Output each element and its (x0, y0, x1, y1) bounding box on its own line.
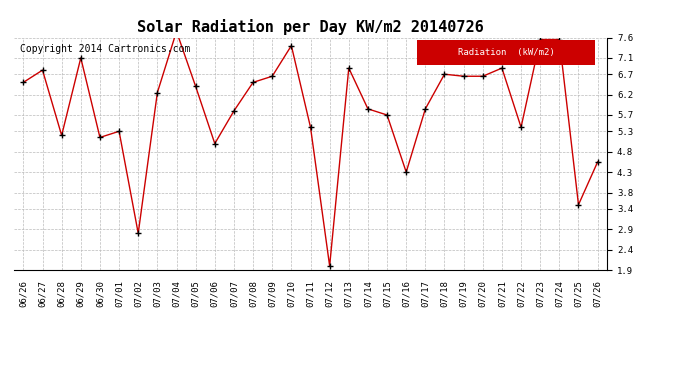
Text: Copyright 2014 Cartronics.com: Copyright 2014 Cartronics.com (20, 45, 190, 54)
Title: Solar Radiation per Day KW/m2 20140726: Solar Radiation per Day KW/m2 20140726 (137, 19, 484, 35)
